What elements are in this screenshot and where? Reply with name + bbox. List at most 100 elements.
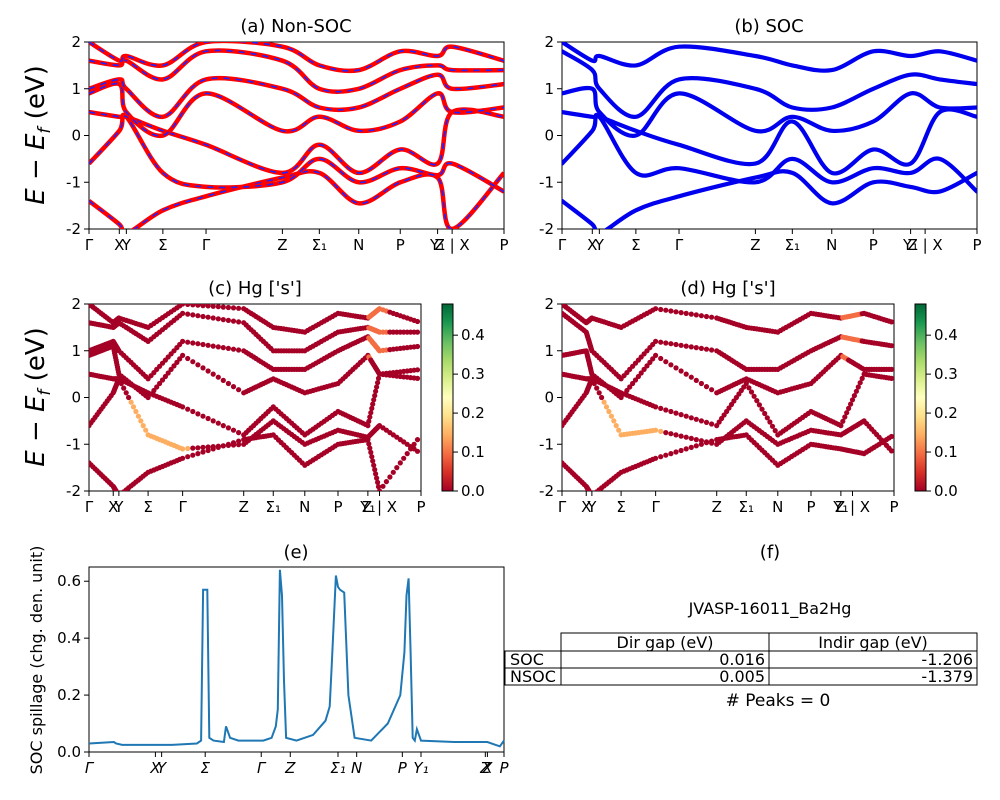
projected-point xyxy=(638,370,644,376)
projected-point xyxy=(698,313,705,319)
x-tick-label: Γ xyxy=(257,759,267,777)
panel-a-nonsoc-bands: -2 -1 0 1 2 Γ XY Σ Γ Z Σ₁ N P Y₁Z | X P xyxy=(66,33,508,254)
projected-point xyxy=(180,310,186,316)
projected-point xyxy=(589,490,592,491)
colorbar-d: 0.0 0.1 0.2 0.3 0.4 xyxy=(914,303,958,500)
y-tick-label: 0 xyxy=(71,389,81,407)
projected-point xyxy=(703,346,710,352)
projected-point xyxy=(632,377,639,383)
projected-point xyxy=(709,387,715,393)
ylabel-row1: E − Ef (eV) xyxy=(21,65,55,205)
x-tick-label: Σ xyxy=(200,759,210,777)
projected-point xyxy=(838,423,844,429)
x-tick-label: Y₁ xyxy=(429,236,445,254)
nonsoc-band-dash xyxy=(89,49,504,93)
projected-point xyxy=(688,415,694,421)
projected-point xyxy=(857,380,863,386)
y-tick-label: 0.4 xyxy=(57,629,81,647)
projected-point xyxy=(759,406,765,412)
projected-point xyxy=(140,423,146,429)
x-tick-label: N xyxy=(353,236,364,254)
projected-point xyxy=(658,355,664,362)
projected-point xyxy=(180,352,186,358)
projected-point xyxy=(185,445,191,452)
projected-point xyxy=(414,375,421,381)
projected-point xyxy=(370,401,376,407)
colorbar-c: 0.0 0.1 0.2 0.3 0.4 xyxy=(441,303,485,500)
projected-point xyxy=(230,305,237,311)
projected-point xyxy=(703,439,710,445)
projected-point xyxy=(366,418,372,424)
projected-point xyxy=(225,345,231,351)
scatter-points xyxy=(562,304,894,491)
projected-point xyxy=(190,452,196,458)
projected-point xyxy=(205,368,211,374)
x-tick-label: P xyxy=(889,498,898,516)
projected-point xyxy=(205,415,211,422)
projected-point xyxy=(599,394,605,401)
colorbar-bar xyxy=(914,303,927,492)
projected-point xyxy=(123,390,129,396)
projected-point xyxy=(180,404,186,410)
projected-point xyxy=(618,394,624,401)
projected-point xyxy=(587,490,593,491)
projected-point xyxy=(688,374,694,380)
projected-point xyxy=(611,418,617,424)
projected-point xyxy=(210,418,216,424)
projected-point xyxy=(138,418,144,424)
projected-point xyxy=(162,373,168,380)
x-tick-label: Z | X xyxy=(362,498,397,516)
table-header-label: Dir gap (eV) xyxy=(617,633,714,652)
projected-point xyxy=(200,444,206,450)
projected-point xyxy=(390,469,396,475)
y-tick-label: 0 xyxy=(544,127,554,145)
y-tick-label: 1 xyxy=(71,80,81,98)
projected-point xyxy=(658,428,664,434)
projected-point xyxy=(190,359,196,365)
projected-point xyxy=(621,391,627,397)
projected-point xyxy=(230,346,237,352)
projected-point xyxy=(772,428,778,434)
x-tick-label: N xyxy=(299,498,310,516)
projected-point xyxy=(210,315,216,321)
projected-point xyxy=(658,454,664,460)
projected-point xyxy=(756,402,763,408)
x-tick-label: Y xyxy=(121,236,132,254)
panel-b-soc-bands: -2 -1 0 1 2 Γ XY Σ Γ Z Σ₁ N P Y₁Z | X P xyxy=(539,33,981,254)
projected-point xyxy=(368,449,374,455)
projected-point xyxy=(703,313,710,320)
projected-point xyxy=(414,318,421,325)
projected-point xyxy=(688,444,694,450)
projected-point xyxy=(751,393,757,399)
projected-point xyxy=(608,413,615,419)
projected-point xyxy=(225,442,231,448)
table-header-label: Indir gap (eV) xyxy=(818,633,928,652)
panel-e-spillage: 0.00.20.40.6Γ XY Σ Γ Z Σ₁ N P Y₁ ZX P xyxy=(57,566,509,777)
x-tick-label: X xyxy=(581,498,591,516)
projected-point xyxy=(683,371,689,377)
colorbar-tick-label: 0.3 xyxy=(934,365,958,383)
table-row-label: SOC xyxy=(510,650,544,669)
projected-point xyxy=(663,407,669,413)
material-id: JVASP-16011_Ba2Hg xyxy=(688,599,852,619)
soc-band-line xyxy=(562,169,977,229)
x-tick-label: Y₁ xyxy=(832,498,848,516)
projected-point xyxy=(762,410,768,417)
projected-point xyxy=(154,384,160,390)
projected-point xyxy=(678,412,684,418)
x-tick-label: X xyxy=(114,236,124,254)
projected-point xyxy=(693,416,699,422)
x-tick-label: Y₁ xyxy=(902,236,918,254)
projected-point xyxy=(205,444,211,450)
projected-point xyxy=(174,359,180,365)
projected-point xyxy=(853,388,860,394)
projected-point xyxy=(195,451,201,457)
projected-point xyxy=(236,347,242,353)
colorbar-tick-label: 0.4 xyxy=(934,326,958,344)
projected-point xyxy=(371,397,377,403)
projected-point xyxy=(653,338,659,344)
projected-point xyxy=(220,317,226,323)
colorbar-tick-label: 0.1 xyxy=(461,443,485,461)
projected-point xyxy=(851,393,858,399)
y-tick-label: 0 xyxy=(71,127,81,145)
